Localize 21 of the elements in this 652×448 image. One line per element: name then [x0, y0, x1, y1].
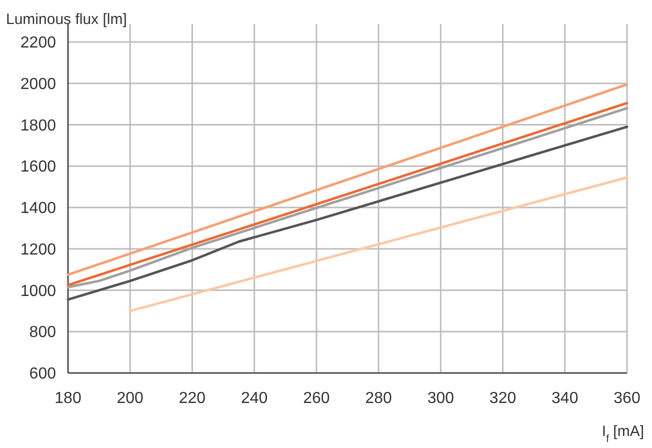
y-tick-label: 800: [29, 324, 56, 342]
y-tick-label: 1800: [20, 117, 56, 134]
x-tick-label: 200: [116, 390, 144, 407]
x-tick-label: 240: [240, 390, 268, 407]
y-axis-title: Luminous flux [lm]: [6, 11, 127, 28]
x-tick-label: 300: [427, 390, 454, 407]
y-tick-label: 2000: [20, 76, 56, 93]
x-tick-label: 360: [614, 390, 640, 407]
x-tick-label: 260: [303, 390, 330, 407]
x-tick-label: 220: [178, 390, 206, 407]
x-tick-label: 280: [365, 390, 392, 407]
y-tick-label: 600: [29, 366, 56, 383]
y-tick-label: 1200: [20, 241, 56, 258]
x-tick-label: 180: [54, 390, 82, 407]
y-tick-label: 1000: [20, 282, 56, 300]
y-tick-label: 1400: [20, 200, 56, 218]
y-tick-label: 2200: [20, 34, 56, 52]
x-tick-label: 340: [552, 390, 578, 407]
x-tick-label: 320: [489, 390, 516, 407]
y-tick-label: 1600: [20, 158, 56, 176]
x-axis-title: I$_{f}$ [mA]: [602, 423, 644, 445]
